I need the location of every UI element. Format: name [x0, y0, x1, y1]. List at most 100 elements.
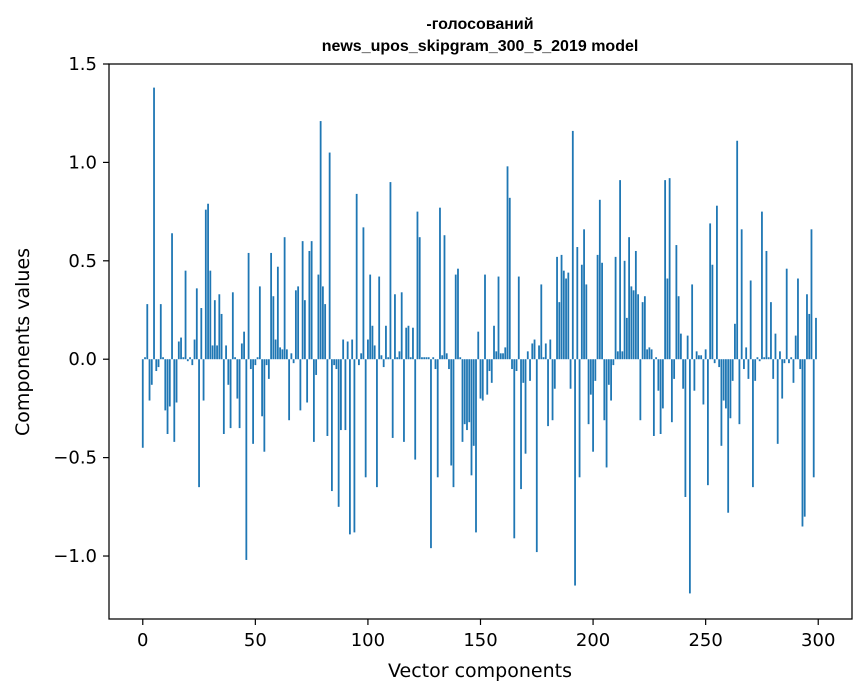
- bar-12: [168, 359, 171, 407]
- y-tick-label: −0.5: [53, 448, 97, 469]
- bar-88: [340, 359, 342, 431]
- bar-290: [794, 335, 797, 360]
- bar-278: [767, 357, 770, 360]
- bar-162: [506, 166, 509, 360]
- bar-299: [815, 317, 817, 360]
- bar-17: [180, 337, 182, 360]
- bar-294: [803, 359, 806, 517]
- bar-252: [709, 223, 712, 360]
- bar-202: [596, 254, 599, 360]
- bar-178: [542, 357, 545, 360]
- bar-246: [695, 351, 698, 360]
- bar-198: [587, 359, 590, 425]
- bar-44: [240, 343, 243, 360]
- bar-50: [254, 359, 257, 366]
- bar-182: [551, 359, 554, 421]
- bar-169: [522, 359, 525, 383]
- bar-245: [693, 359, 696, 391]
- bar-6: [155, 359, 158, 372]
- bar-155: [490, 359, 493, 383]
- bar-295: [806, 294, 808, 360]
- bar-206: [605, 359, 608, 468]
- bar-71: [301, 241, 304, 360]
- bar-205: [603, 359, 606, 421]
- bar-257: [720, 359, 723, 446]
- bar-232: [664, 180, 667, 360]
- bar-154: [488, 359, 491, 372]
- bar-51: [256, 357, 259, 360]
- bar-217: [630, 286, 633, 360]
- bar-57: [270, 252, 273, 360]
- bar-158: [497, 276, 500, 360]
- bar-288: [790, 357, 793, 360]
- bar-231: [661, 359, 664, 409]
- bar-52: [258, 286, 261, 360]
- bar-227: [652, 359, 655, 436]
- bar-122: [416, 211, 419, 360]
- bar-55: [265, 359, 268, 366]
- bar-161: [504, 347, 507, 360]
- bar-117: [405, 327, 408, 360]
- x-tick-label: 300: [801, 630, 835, 651]
- bar-267: [743, 359, 745, 370]
- bar-253: [711, 264, 714, 360]
- bar-106: [380, 355, 383, 360]
- bar-118: [407, 325, 410, 360]
- chart-title-line-1: -голосований: [426, 16, 533, 33]
- bar-32: [213, 300, 216, 360]
- x-tick-label: 200: [576, 630, 610, 651]
- bar-28: [204, 209, 207, 360]
- bar-60: [276, 266, 279, 360]
- bar-56: [267, 359, 270, 379]
- bar-226: [650, 349, 653, 360]
- bar-124: [421, 357, 423, 360]
- bar-31: [211, 345, 214, 360]
- bar-235: [670, 359, 673, 423]
- bar-78: [317, 274, 320, 360]
- bar-190: [569, 359, 572, 389]
- bar-187: [562, 270, 565, 360]
- bar-248: [700, 355, 703, 360]
- y-axis-label: Components values: [12, 248, 34, 436]
- bar-97: [360, 353, 363, 360]
- bar-280: [772, 359, 775, 379]
- bar-41: [234, 357, 236, 360]
- bar-18: [182, 357, 185, 360]
- bar-109: [387, 357, 390, 360]
- bar-224: [646, 349, 649, 360]
- bar-29: [207, 203, 209, 360]
- bar-192: [574, 359, 576, 586]
- bar-15: [175, 359, 178, 403]
- bar-271: [752, 359, 754, 488]
- bar-229: [657, 359, 660, 391]
- bar-95: [355, 193, 358, 360]
- bar-177: [540, 284, 543, 360]
- bar-148: [475, 359, 477, 533]
- x-tick-label: 50: [244, 630, 267, 651]
- bar-213: [621, 351, 624, 360]
- bar-222: [641, 302, 644, 360]
- bar-107: [382, 359, 385, 368]
- bar-228: [655, 357, 658, 360]
- bar-275: [761, 211, 763, 360]
- bar-283: [779, 351, 781, 360]
- bar-268: [745, 347, 748, 360]
- bar-146: [470, 359, 473, 476]
- bar-119: [409, 357, 412, 360]
- bar-258: [722, 359, 725, 401]
- bar-21: [189, 357, 191, 360]
- bar-247: [698, 355, 700, 360]
- bar-24: [195, 288, 198, 360]
- bar-289: [792, 359, 795, 383]
- bar-223: [643, 296, 646, 360]
- bar-92: [349, 359, 351, 535]
- bar-189: [567, 272, 570, 360]
- bar-40: [231, 292, 234, 360]
- bar-279: [770, 302, 772, 360]
- bar-144: [466, 359, 468, 431]
- bar-105: [378, 276, 381, 360]
- bar-4: [150, 359, 153, 385]
- bar-143: [463, 359, 466, 425]
- bar-219: [634, 250, 637, 360]
